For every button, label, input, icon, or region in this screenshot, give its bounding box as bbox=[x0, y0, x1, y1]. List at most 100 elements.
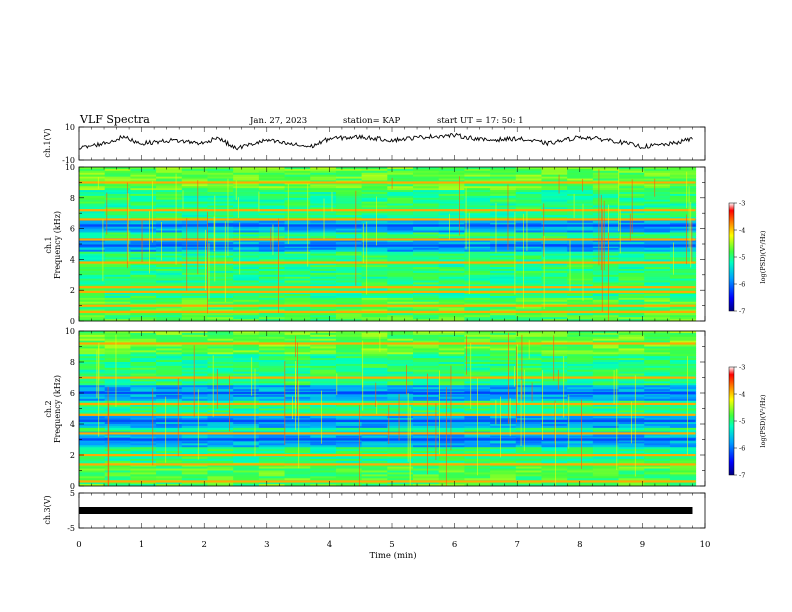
ch2-spectrogram-cell bbox=[618, 482, 645, 485]
ch1-spectrogram-cell bbox=[387, 184, 414, 187]
ch1-spectrogram-cell bbox=[387, 190, 414, 193]
ch2-spectrogram-cell bbox=[490, 445, 517, 448]
ch2-spectrogram-cell bbox=[335, 373, 363, 376]
ch1-spectrogram-cell bbox=[618, 205, 645, 208]
ch1-spectrogram-cell bbox=[490, 272, 517, 276]
ch2-spectrogram-cell bbox=[438, 447, 465, 450]
ch1-spectrogram-cell bbox=[644, 282, 671, 285]
ch2-spectrogram-cell bbox=[490, 385, 517, 388]
colorbar-tick-label: -4 bbox=[739, 227, 745, 235]
ch1-spectrogram-cell bbox=[618, 211, 645, 214]
ch1-spectrogram-cell bbox=[104, 205, 131, 208]
ch2-spectrogram-cell bbox=[669, 441, 697, 444]
ch2-spectrogram-cell bbox=[233, 346, 260, 349]
ch2-spectrogram-cell bbox=[104, 331, 131, 334]
ch1-spectrogram-cell bbox=[567, 292, 594, 295]
time-axis: 0 1 2 3 4 5 6 7 8 9 10 bbox=[76, 540, 710, 550]
ch1-spectrogram-cell bbox=[669, 307, 697, 310]
ch1-spectrogram-cell bbox=[181, 232, 208, 235]
ch1-spectrogram-cell bbox=[233, 307, 260, 310]
ch1-spectrogram-cell bbox=[258, 192, 286, 195]
ch1-spectrogram-cell bbox=[618, 167, 645, 170]
ch1-spectrogram-cell bbox=[644, 167, 671, 170]
ch1-spectrogram-cell bbox=[207, 207, 234, 210]
ch2-spectrogram-cell bbox=[592, 350, 620, 353]
ch2-spectrogram-cell bbox=[207, 346, 234, 349]
ch2-spectrogram-cell bbox=[669, 427, 697, 431]
ch1-spectrogram-cell bbox=[541, 263, 568, 266]
ch1-spectrogram-cell bbox=[412, 251, 440, 254]
ch1-spectrogram-cell bbox=[515, 309, 542, 312]
ch2-spectrogram-cell bbox=[669, 406, 697, 409]
ch2-spectrogram-cell bbox=[130, 383, 157, 386]
ch2-spectrogram-cell bbox=[233, 381, 260, 384]
ch2-spectrogram-cell bbox=[592, 400, 620, 403]
ch1-spectrogram-cell bbox=[567, 288, 594, 291]
ch1-spectrogram-cell bbox=[258, 195, 286, 199]
ch2-spectrogram-cell bbox=[79, 383, 106, 386]
ch2-spectrogram-cell bbox=[130, 424, 157, 427]
ch1-spectrogram-cell bbox=[464, 168, 491, 172]
ch1-spectrogram-cell bbox=[592, 259, 620, 262]
ch2-spectrogram-cell bbox=[130, 400, 157, 403]
ch1-spectrogram-cell bbox=[79, 280, 106, 283]
ch2-spectrogram-cell bbox=[412, 449, 440, 452]
ch1-spectrogram-cell bbox=[130, 228, 157, 231]
ch2-spectrogram-cell bbox=[233, 332, 260, 336]
ch2-spectrogram-cell bbox=[361, 449, 388, 452]
ch2-spectrogram-cell bbox=[438, 412, 465, 415]
ch1-spectrogram-cell bbox=[567, 270, 594, 274]
ch2-spectrogram-cell bbox=[515, 443, 542, 446]
ch1-spectrogram-cell bbox=[258, 263, 286, 266]
ch2-spectrogram-cell bbox=[412, 484, 440, 487]
ch1-spectrogram-cell bbox=[79, 319, 106, 322]
ch2-spectrogram-cell bbox=[567, 367, 594, 371]
ch2-spectrogram-cell bbox=[130, 445, 157, 448]
ch2-spectrogram-cell bbox=[104, 346, 131, 349]
ch1-spectrogram-cell bbox=[258, 222, 286, 226]
ch1-spectrogram-cell bbox=[412, 282, 440, 285]
ch1-spectrogram-cell bbox=[181, 294, 208, 297]
ch2-spectrogram-cell bbox=[412, 451, 440, 454]
ch2-spectrogram-cell bbox=[258, 352, 286, 355]
ch1-spectrogram-cell bbox=[515, 172, 542, 175]
ch1-spectrogram-cell bbox=[156, 174, 183, 177]
ch1-spectrogram-cell bbox=[464, 230, 491, 233]
ch1-spectrogram-cell bbox=[515, 269, 542, 272]
ch1-spectrogram-cell bbox=[669, 220, 697, 224]
ch1-spectrogram-cell bbox=[284, 284, 311, 287]
ch1-spectrogram-cell bbox=[438, 186, 465, 189]
ch2-spectrogram-cell bbox=[233, 350, 260, 353]
ch1-spectrogram-cell bbox=[207, 282, 234, 285]
ch2-spectrogram-cell bbox=[515, 458, 542, 462]
ch2-spectrogram-cell bbox=[618, 460, 645, 464]
ch1-spectrogram-cell bbox=[669, 207, 697, 210]
ch1-spectrogram-cell bbox=[464, 184, 491, 187]
ch1-spectrogram-cell bbox=[156, 230, 183, 233]
ch2-spectrogram-cell bbox=[644, 456, 671, 460]
ch1-spectrogram-cell bbox=[541, 295, 568, 299]
ch1-spectrogram-cell bbox=[79, 274, 106, 278]
ch2-spectrogram-cell bbox=[412, 404, 440, 407]
ch2-spectrogram-cell bbox=[361, 367, 388, 371]
ch2-spectrogram-cell bbox=[541, 416, 568, 419]
ch1-spectrogram-cell bbox=[412, 192, 440, 195]
ch1-spectrogram-cell bbox=[181, 193, 208, 197]
ch1-spectrogram-cell bbox=[79, 299, 106, 303]
ch1-spectrogram-cell bbox=[233, 228, 260, 231]
ch1-spectrogram-cell bbox=[130, 176, 157, 179]
ch1-spectrogram-cell bbox=[361, 297, 388, 301]
ch1-spectrogram-cell bbox=[669, 251, 697, 254]
ch1-spectrogram-cell bbox=[130, 288, 157, 291]
ch2-spectrogram-cell bbox=[387, 464, 414, 467]
ch2-spectrogram-cell bbox=[258, 389, 286, 392]
ch1-spectrogram-cell bbox=[515, 170, 542, 174]
ch2-spectrogram-cell bbox=[541, 387, 568, 390]
ch1-spectrogram-cell bbox=[567, 203, 594, 206]
ch1-spectrogram-cell bbox=[592, 203, 620, 206]
ch1-spectrogram-cell bbox=[207, 176, 234, 179]
ch1-spectrogram-cell bbox=[387, 205, 414, 208]
ch2-spectrogram-cell bbox=[104, 449, 131, 452]
ch2-spectrogram-cell bbox=[284, 478, 311, 481]
ch1-spectrogram-cell bbox=[387, 269, 414, 272]
